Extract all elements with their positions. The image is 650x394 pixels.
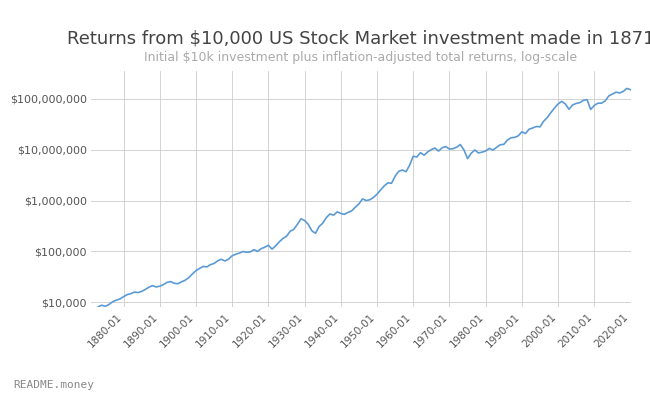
Title: Returns from $10,000 US Stock Market investment made in 1871: Returns from $10,000 US Stock Market inv… bbox=[67, 29, 650, 47]
Text: README.money: README.money bbox=[13, 380, 94, 390]
Text: Initial $10k investment plus inflation-adjusted total returns, log-scale: Initial $10k investment plus inflation-a… bbox=[144, 51, 577, 64]
